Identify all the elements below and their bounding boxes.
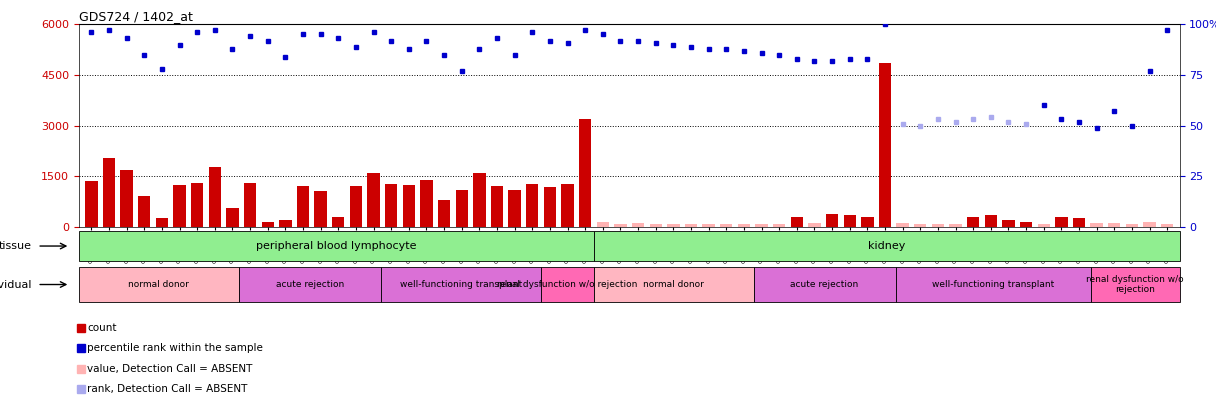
Bar [85,181,97,227]
Text: GDS724 / 1402_at: GDS724 / 1402_at [79,10,193,23]
Bar [720,224,732,227]
Bar [421,180,433,227]
Bar [456,190,468,227]
FancyBboxPatch shape [541,267,593,302]
Bar [174,185,186,227]
Bar [402,185,415,227]
Text: normal donor: normal donor [643,280,704,289]
Bar [1161,224,1173,227]
FancyBboxPatch shape [79,231,593,261]
Text: peripheral blood lymphocyte: peripheral blood lymphocyte [257,241,417,251]
Bar [1020,222,1032,227]
Bar [950,224,962,227]
Text: well-functioning transplant: well-functioning transplant [931,280,1054,289]
Bar [879,63,891,227]
Text: value, Detection Call = ABSENT: value, Detection Call = ABSENT [88,364,253,373]
Text: renal dysfunction w/o rejection: renal dysfunction w/o rejection [497,280,637,289]
Bar [1108,223,1120,227]
Bar [931,224,944,227]
Bar [1073,218,1085,227]
Bar [1002,220,1014,227]
Bar [261,222,274,227]
FancyBboxPatch shape [895,267,1091,302]
Text: tissue: tissue [0,241,32,251]
Bar [367,173,379,227]
Bar [1143,222,1155,227]
Bar [508,190,520,227]
Bar [896,224,908,227]
Bar [632,224,644,227]
Bar [103,158,116,227]
Bar [226,208,238,227]
Bar [649,224,662,227]
Bar [1091,224,1103,227]
Bar [1126,224,1138,227]
Bar [985,215,997,227]
Bar [579,119,591,227]
FancyBboxPatch shape [381,267,541,302]
Bar [544,187,556,227]
Bar [668,224,680,227]
Bar [809,223,821,227]
Bar [438,200,450,227]
FancyBboxPatch shape [593,231,1180,261]
Bar [914,224,927,227]
Text: rank, Detection Call = ABSENT: rank, Detection Call = ABSENT [88,384,248,394]
Bar [861,217,873,227]
Bar [755,224,767,227]
Bar [826,214,838,227]
Text: acute rejection: acute rejection [276,280,344,289]
Bar [685,224,697,227]
Bar [1037,224,1049,227]
Text: normal donor: normal donor [129,280,190,289]
Bar [191,183,203,227]
Bar [332,217,344,227]
Text: acute rejection: acute rejection [790,280,858,289]
Bar [967,217,979,227]
Bar [350,186,362,227]
Text: well-functioning transplant: well-functioning transplant [400,280,522,289]
Text: individual: individual [0,279,32,290]
Bar [280,220,292,227]
Bar [156,218,168,227]
Bar [597,222,609,227]
Bar [297,186,309,227]
Bar [209,167,221,227]
Bar [315,192,327,227]
Bar [773,224,786,227]
FancyBboxPatch shape [79,267,238,302]
Bar [473,173,485,227]
Bar [244,183,257,227]
Bar [139,196,151,227]
Bar [491,186,503,227]
Text: percentile rank within the sample: percentile rank within the sample [88,343,263,353]
Text: renal dysfunction w/o
rejection: renal dysfunction w/o rejection [1086,275,1184,294]
FancyBboxPatch shape [238,267,381,302]
Bar [790,217,803,227]
Text: kidney: kidney [868,241,906,251]
Bar [562,183,574,227]
Bar [844,215,856,227]
Bar [738,224,750,227]
Bar [614,224,626,227]
Bar [385,183,398,227]
Text: count: count [88,323,117,333]
Bar [527,184,539,227]
FancyBboxPatch shape [593,267,754,302]
Bar [1055,217,1068,227]
FancyBboxPatch shape [1091,267,1180,302]
FancyBboxPatch shape [754,267,895,302]
Bar [703,224,715,227]
Bar [120,170,133,227]
